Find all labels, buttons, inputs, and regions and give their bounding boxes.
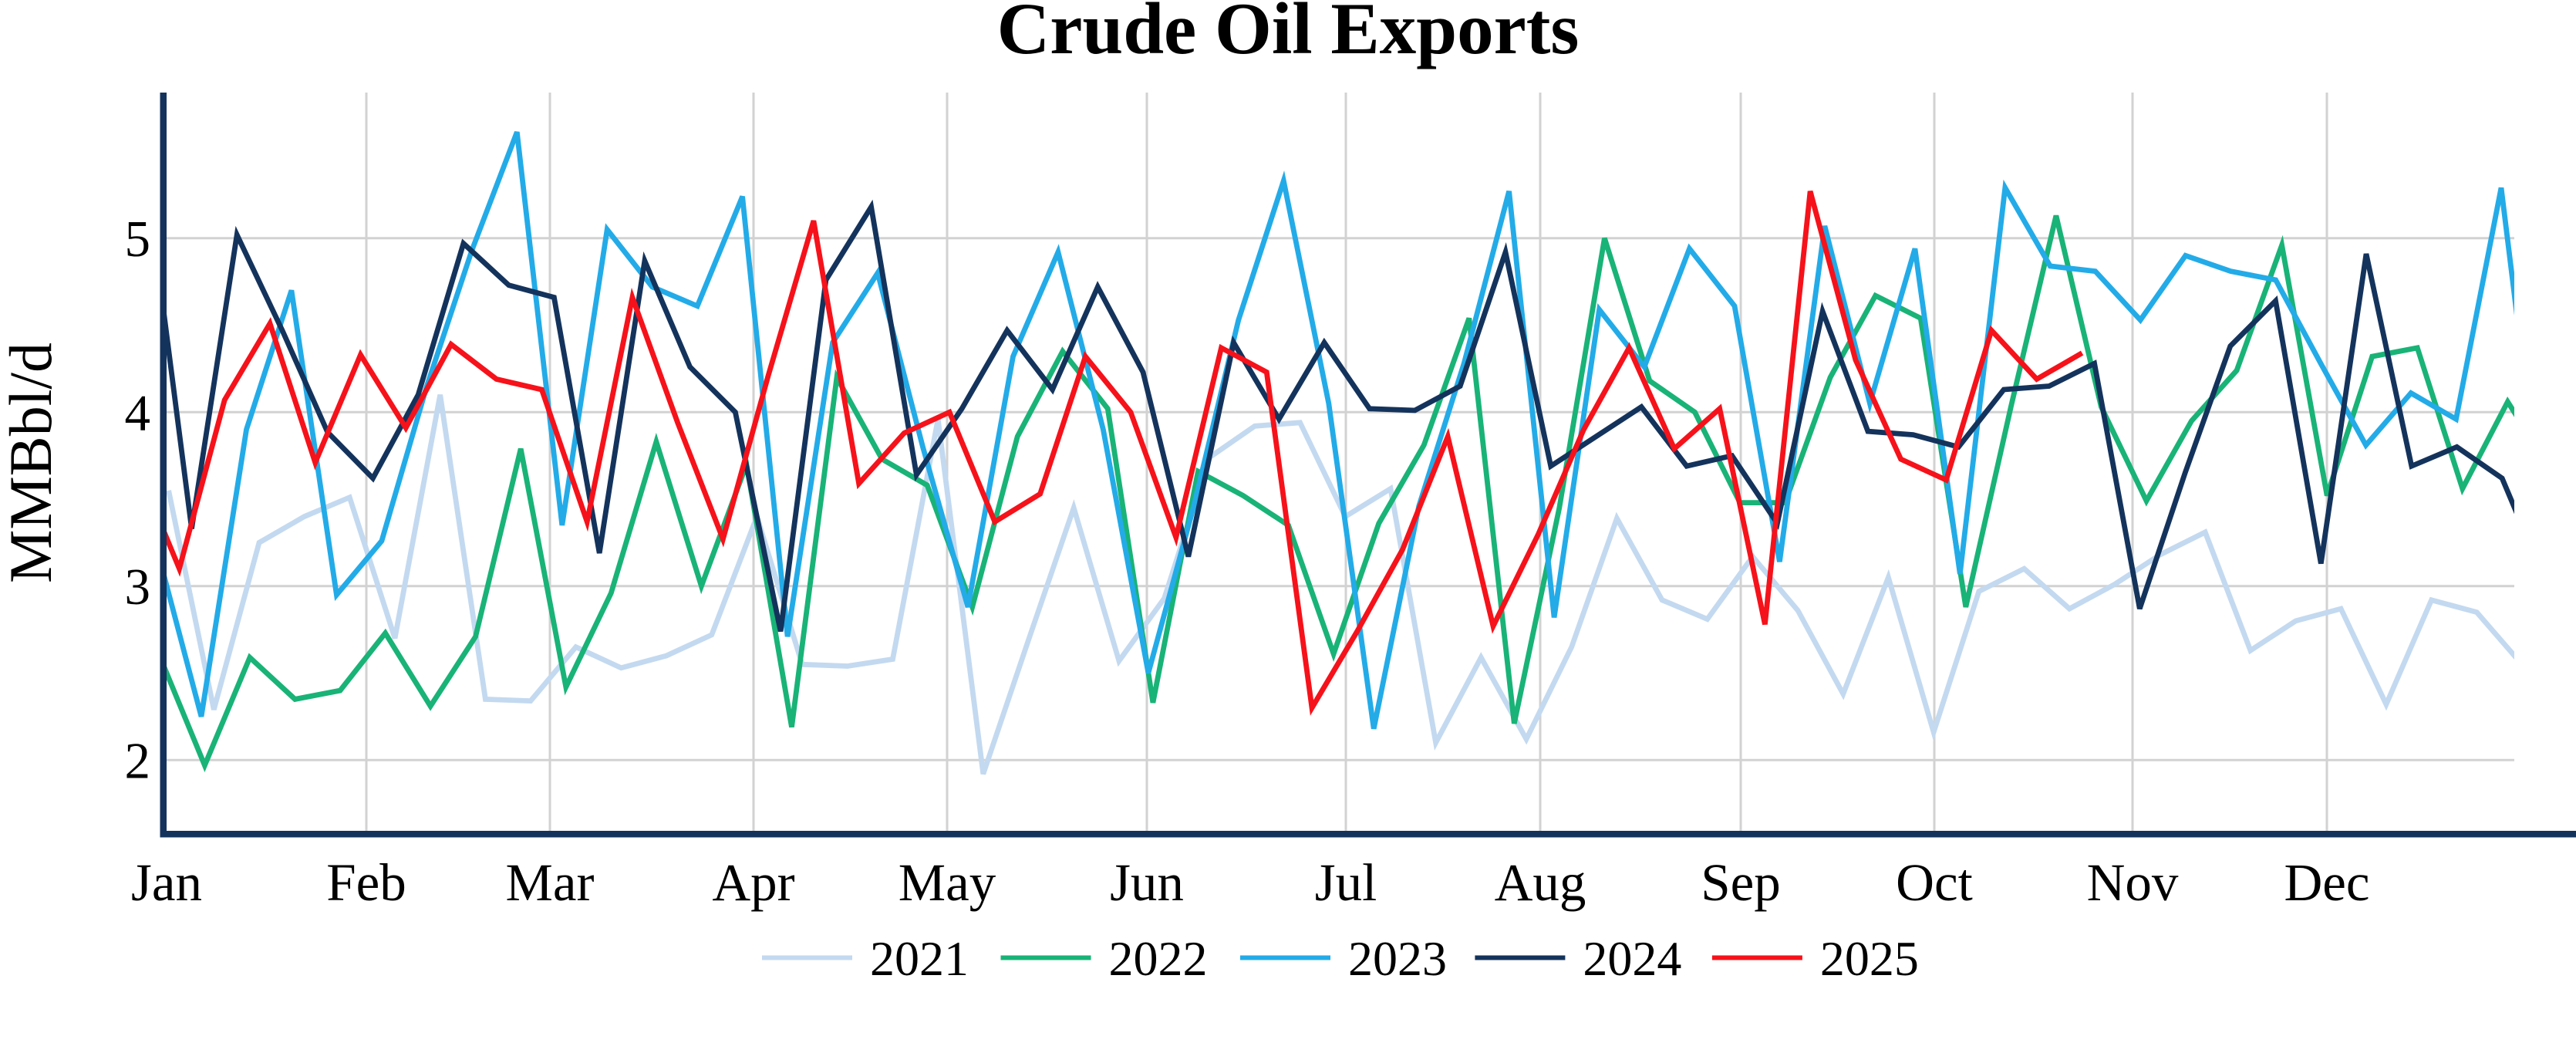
svg-text:Sep: Sep — [1701, 853, 1781, 912]
svg-text:Mar: Mar — [506, 853, 595, 912]
svg-text:Nov: Nov — [2087, 853, 2179, 912]
svg-text:2021: 2021 — [870, 931, 969, 986]
svg-text:2022: 2022 — [1109, 931, 1208, 986]
svg-text:4: 4 — [125, 384, 151, 441]
svg-text:2024: 2024 — [1583, 931, 1681, 986]
svg-text:2: 2 — [125, 732, 151, 789]
svg-text:Dec: Dec — [2284, 853, 2369, 912]
svg-text:Jan: Jan — [131, 853, 202, 912]
svg-text:MMBbl/d: MMBbl/d — [0, 343, 64, 583]
svg-text:Jun: Jun — [1110, 853, 1184, 912]
svg-text:Oct: Oct — [1896, 853, 1973, 912]
svg-text:5: 5 — [125, 211, 151, 268]
svg-text:2023: 2023 — [1348, 931, 1447, 986]
svg-text:May: May — [899, 853, 996, 912]
svg-text:Feb: Feb — [326, 853, 406, 912]
svg-text:2025: 2025 — [1820, 931, 1919, 986]
svg-text:Crude Oil Exports: Crude Oil Exports — [997, 0, 1580, 69]
svg-text:Jul: Jul — [1315, 853, 1377, 912]
svg-text:Apr: Apr — [712, 853, 794, 912]
svg-text:Aug: Aug — [1495, 853, 1586, 912]
svg-text:3: 3 — [125, 559, 151, 616]
